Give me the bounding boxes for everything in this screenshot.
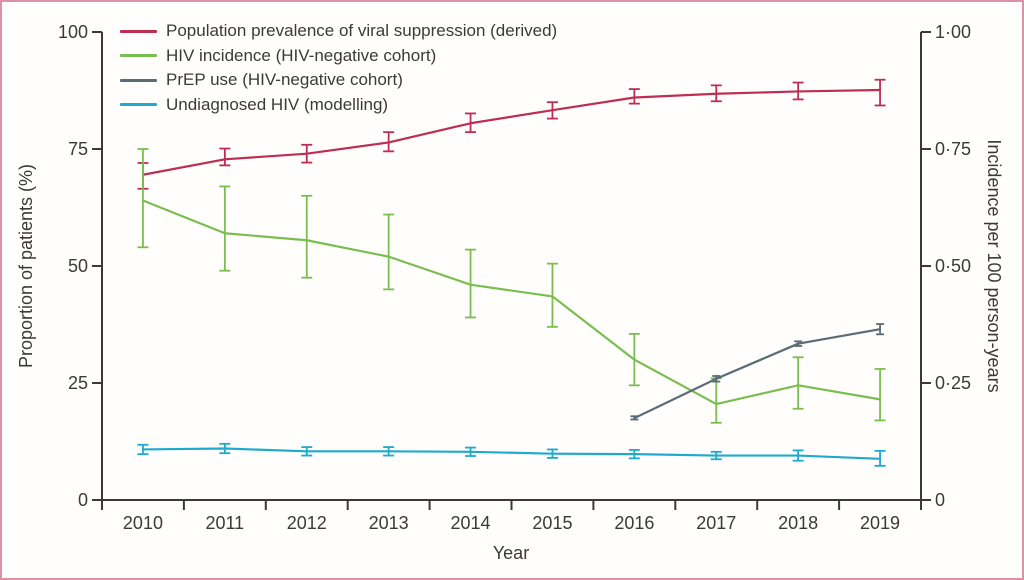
series-line-undiagnosed-hiv [141,447,882,460]
legend-label: Undiagnosed HIV (modelling) [166,94,389,114]
y-axis-right-title: Incidence per 100 person-years [984,139,1004,392]
x-tick-label: 2012 [287,513,327,533]
y-tick-label-left: 75 [68,139,88,159]
series-line-prep-use [633,328,882,420]
legend-label: Population prevalence of viral suppressi… [166,21,558,40]
y-tick-label-left: 50 [68,256,88,276]
y-axis-left-title: Proportion of patients (%) [16,164,36,368]
y-tick-label-left: 0 [78,490,88,510]
data-series-layer [137,78,886,467]
axes: 0 25 50 75 100 0 0·25 0·50 0·75 1·00 2010 2011 2012 2… [58,22,971,533]
y-tick-label-right: 0·75 [935,139,971,159]
y-tick-label-right: 0·50 [935,256,971,276]
legend-item-undiagnosed-hiv: Undiagnosed HIV (modelling) [120,93,557,118]
x-tick-label: 2011 [205,513,244,533]
legend-swatch-viral-suppression [120,29,157,33]
axis-titles: Proportion of patients (%) Incidence per… [16,139,1004,563]
legend-swatch-hiv-incidence [120,54,157,58]
y-tick-label-left: 25 [68,373,88,393]
legend: Population prevalence of viral suppressi… [120,19,557,117]
x-tick-label: 2015 [532,513,572,533]
series-viral-suppression [137,78,886,190]
series-prep-use [630,323,885,421]
y-tick-label-right: 1·00 [935,22,971,42]
legend-item-prep-use: PrEP use (HIV-negative cohort) [120,68,557,93]
error-bars-prep-use [630,323,885,421]
x-axis-title: Year [493,543,529,563]
x-tick-label: 2014 [451,513,491,533]
x-tick-label: 2017 [696,513,736,533]
legend-label: HIV incidence (HIV-negative cohort) [166,45,437,65]
x-tick-label: 2013 [369,513,409,533]
series-line-viral-suppression [141,88,882,176]
legend-item-viral-suppression: Population prevalence of viral suppressi… [120,19,557,44]
x-tick-label: 2018 [778,513,818,533]
legend-item-hiv-incidence: HIV incidence (HIV-negative cohort) [120,44,557,69]
legend-label: PrEP use (HIV-negative cohort) [166,70,403,89]
series-line-hiv-incidence [141,199,882,406]
x-tick-label: 2019 [860,513,900,533]
legend-swatch-undiagnosed-hiv [120,103,157,107]
series-undiagnosed-hiv [137,442,886,467]
y-tick-label-left: 100 [58,22,88,42]
y-tick-label-right: 0·25 [935,373,971,393]
series-hiv-incidence [137,148,886,424]
legend-swatch-prep-use [120,78,157,82]
x-tick-label: 2010 [123,513,163,533]
x-tick-label: 2016 [614,513,654,533]
y-tick-label-right: 0 [935,490,945,510]
error-bars-hiv-incidence [137,148,886,424]
